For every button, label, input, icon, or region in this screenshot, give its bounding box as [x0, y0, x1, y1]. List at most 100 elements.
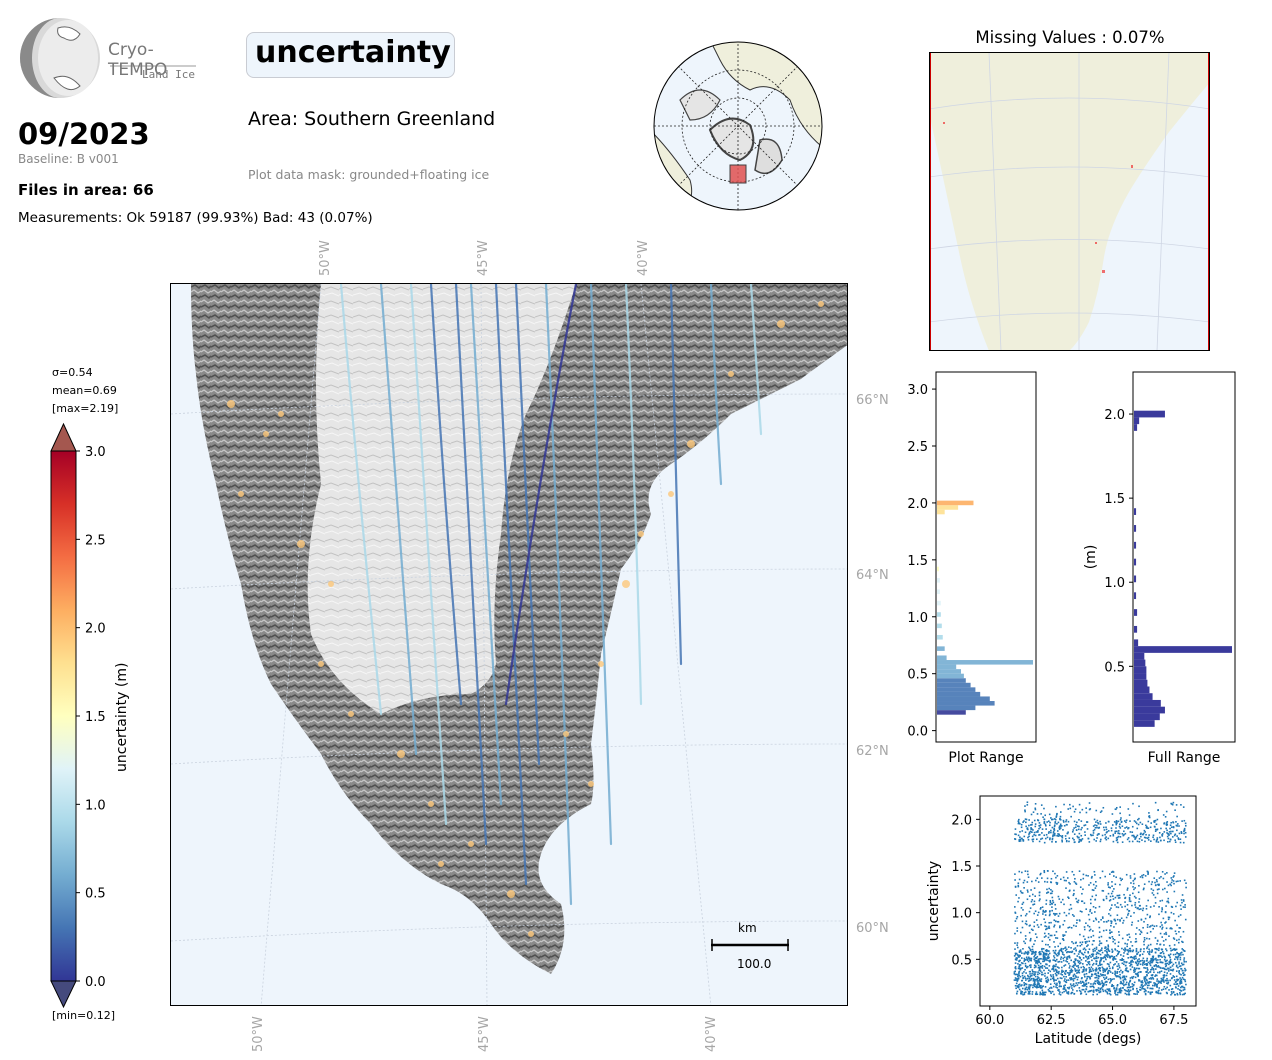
scatter-point — [1111, 885, 1113, 888]
scatter-point — [1048, 950, 1050, 952]
scatter-point — [1018, 897, 1020, 899]
scatter-point — [1054, 952, 1057, 955]
scatter-point — [1152, 834, 1155, 837]
scatter-point — [1033, 921, 1036, 924]
scatter-point — [1094, 957, 1096, 960]
scatter-xtick-label: 60.0 — [975, 1013, 1004, 1028]
scatter-point — [1031, 880, 1033, 883]
scatter-point — [1114, 942, 1116, 945]
scatter-point — [1092, 948, 1094, 951]
scatter-point — [1179, 992, 1181, 994]
scatter-point — [1081, 963, 1084, 965]
scatter-point — [1062, 948, 1065, 950]
scatter-point — [1102, 976, 1105, 979]
scatter-point — [1085, 960, 1087, 962]
scatter-point — [1135, 927, 1138, 929]
scatter-point — [1065, 948, 1068, 951]
scatter-point — [1090, 956, 1092, 958]
scatter-point — [1087, 975, 1090, 978]
scatter-point — [1149, 926, 1151, 928]
scatter-point — [1095, 809, 1098, 812]
scatter-point — [1066, 956, 1068, 959]
scatter-point — [1105, 895, 1108, 898]
scatter-point — [1021, 952, 1023, 955]
scatter-point — [1101, 988, 1104, 991]
scatter-point — [1049, 899, 1052, 902]
scatter-point — [1129, 950, 1132, 953]
scatter-point — [1091, 985, 1094, 988]
scatter-point — [1146, 825, 1148, 828]
scatter-point — [1075, 897, 1077, 900]
scatter-point — [1177, 956, 1179, 959]
scatter-point — [1180, 831, 1183, 833]
scatter-point — [1026, 827, 1029, 829]
scatter-point — [1131, 959, 1134, 962]
scatter-point — [1068, 972, 1070, 974]
scatter-point — [1183, 950, 1185, 952]
scatter-point — [1111, 972, 1114, 974]
scatter-point — [1081, 981, 1084, 983]
scatter-point — [1132, 892, 1134, 895]
hist-bar — [1134, 575, 1137, 583]
scatter-point — [1180, 804, 1182, 806]
scatter-point — [1169, 824, 1172, 827]
scatter-point — [1161, 961, 1163, 964]
scatter-point — [1109, 937, 1111, 939]
scatter-point — [1089, 968, 1092, 970]
scatter-point — [1027, 838, 1030, 841]
scatter-point — [1124, 978, 1127, 981]
scatter-point — [1124, 942, 1126, 945]
scatter-point — [1051, 838, 1054, 841]
scatter-point — [1058, 826, 1061, 829]
scatter-point — [1033, 982, 1036, 985]
scatter-point — [1053, 993, 1055, 996]
scatter-point — [1164, 956, 1167, 959]
scatter-point — [1069, 983, 1072, 985]
scatter-point — [1153, 820, 1156, 822]
scatter-point — [1165, 933, 1168, 936]
scatter-point — [1114, 973, 1116, 976]
scatter-point — [1045, 925, 1048, 928]
scatter-point — [1115, 975, 1118, 977]
scatter-point — [1041, 967, 1044, 969]
hist-bar — [937, 623, 942, 629]
scatter-point — [1059, 981, 1061, 983]
scatter-point — [1155, 991, 1157, 994]
scatter-point — [1039, 898, 1041, 900]
scatter-point — [1138, 979, 1140, 982]
scatter-point — [1094, 887, 1097, 889]
scatter-point — [1147, 836, 1150, 839]
scatter-point — [1040, 980, 1043, 983]
scatter-point — [1124, 948, 1127, 951]
scatter-point — [1067, 979, 1070, 981]
scatter-point — [1050, 831, 1052, 834]
scatter-point — [1144, 984, 1146, 986]
scatter-point — [1105, 948, 1108, 951]
scatter-point — [1052, 967, 1054, 970]
scatter-point — [1116, 902, 1119, 904]
scatter-point — [1028, 957, 1031, 960]
scatter-point — [1161, 899, 1164, 902]
scatter-point — [1022, 993, 1024, 996]
scatter-point — [1028, 970, 1031, 973]
scatter-point — [1059, 815, 1062, 818]
scatter-point — [1114, 920, 1117, 922]
scatter-point — [1134, 901, 1137, 904]
scatter-point — [1101, 916, 1104, 918]
scatter-point — [1023, 887, 1025, 889]
scatter-point — [1115, 827, 1117, 829]
scatter-point — [1092, 825, 1095, 827]
scatter-point — [1075, 949, 1077, 952]
scatter-point — [1136, 834, 1139, 837]
scatter-point — [1071, 965, 1074, 968]
scatter-point — [1044, 921, 1047, 924]
scatter-point — [1035, 960, 1038, 963]
scatter-point — [1121, 947, 1123, 950]
scatter-point — [1127, 939, 1129, 941]
scatter-point — [1092, 934, 1095, 937]
scatter-point — [1145, 978, 1148, 981]
scatter-point — [1146, 963, 1149, 965]
missing-values-map — [929, 52, 1210, 351]
scatter-point — [1031, 823, 1033, 826]
scatter-point — [1065, 879, 1067, 882]
